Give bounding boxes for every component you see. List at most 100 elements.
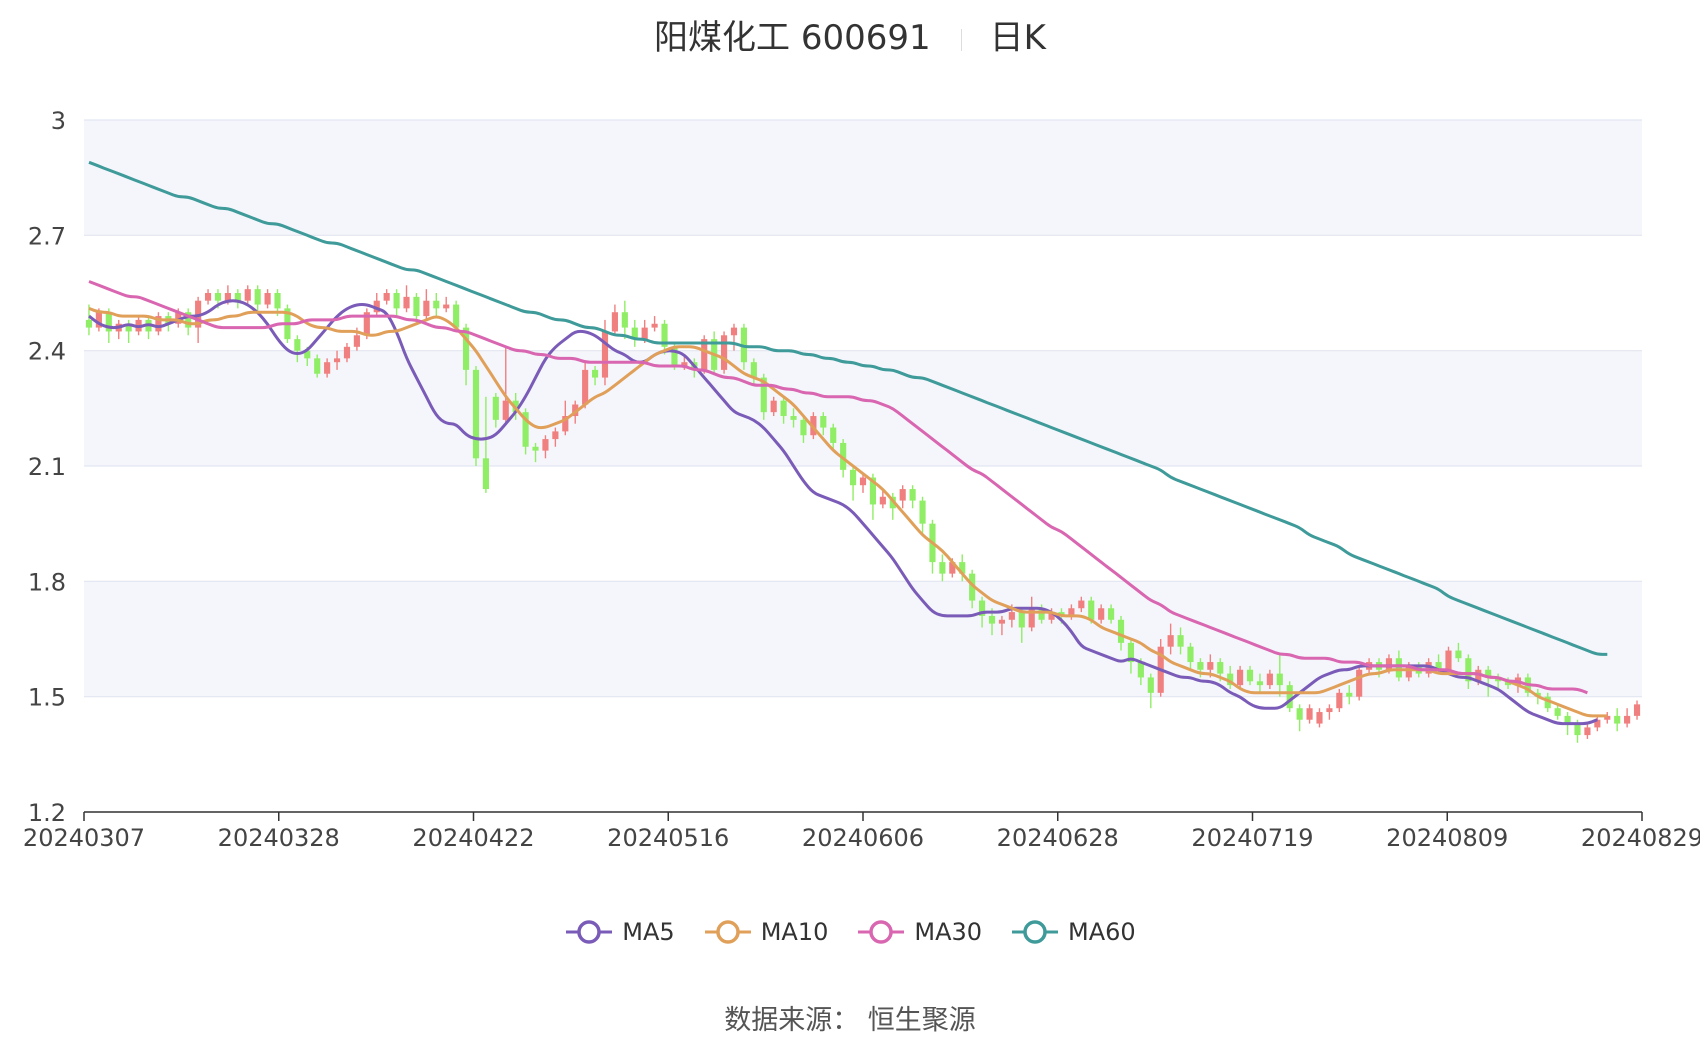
legend-marker-icon bbox=[1012, 920, 1059, 944]
candle-body bbox=[919, 500, 926, 524]
candle-body bbox=[1574, 723, 1581, 736]
candle-body bbox=[1405, 665, 1412, 678]
legend-marker-icon bbox=[566, 920, 613, 944]
candle-body bbox=[562, 416, 569, 432]
legend-item-ma5[interactable]: MA5 bbox=[564, 918, 675, 946]
candle-body bbox=[1127, 642, 1135, 663]
candle-body bbox=[532, 446, 539, 451]
candle-body bbox=[979, 600, 986, 616]
candle-body bbox=[244, 289, 251, 301]
x-tick-label: 20240829 bbox=[1581, 824, 1700, 852]
legend-label: MA5 bbox=[622, 918, 675, 946]
candle-body bbox=[95, 312, 102, 328]
candle-body bbox=[988, 615, 996, 624]
candle-body bbox=[403, 296, 410, 309]
x-tick-label: 20240809 bbox=[1386, 824, 1508, 852]
candle-body bbox=[840, 442, 847, 470]
legend-item-ma60[interactable]: MA60 bbox=[1010, 918, 1136, 946]
candle-body bbox=[1316, 712, 1323, 724]
y-tick-label: 2.7 bbox=[28, 222, 66, 250]
candle-body bbox=[1455, 650, 1462, 659]
candle-body bbox=[1197, 662, 1204, 670]
candle-body bbox=[1306, 708, 1313, 720]
y-tick-label: 2.1 bbox=[28, 453, 66, 481]
candle-body bbox=[681, 362, 688, 367]
x-tick-label: 20240516 bbox=[607, 824, 729, 852]
candle-body bbox=[1624, 715, 1631, 724]
candle-body bbox=[820, 416, 827, 428]
x-tick-label: 20240628 bbox=[997, 824, 1119, 852]
grid-band bbox=[84, 350, 1642, 466]
grid-band bbox=[84, 120, 1642, 236]
candle-body bbox=[720, 335, 728, 370]
candle-body bbox=[304, 350, 311, 359]
series-line-ma30 bbox=[88, 280, 1588, 695]
candle-body bbox=[1018, 612, 1025, 628]
candle-body bbox=[1356, 669, 1363, 697]
candle-body bbox=[1108, 608, 1115, 620]
x-tick-label: 20240606 bbox=[802, 824, 924, 852]
legend-label: MA60 bbox=[1068, 918, 1136, 946]
candle-body bbox=[1445, 650, 1452, 670]
candle-body bbox=[433, 300, 440, 309]
candle-body bbox=[254, 289, 261, 305]
candle-body bbox=[1286, 685, 1293, 709]
candle-body bbox=[1088, 600, 1095, 620]
candle-body bbox=[314, 358, 321, 374]
x-tick-label: 20240328 bbox=[218, 824, 340, 852]
candle-body bbox=[899, 489, 906, 501]
candle-body bbox=[224, 293, 231, 301]
candle-body bbox=[552, 431, 559, 440]
candlestick-chart: 1.2 1.5 1.8 2.1 2.4 2.7 3 20240307 20240328 20240… bbox=[23, 107, 1700, 852]
candle-body bbox=[85, 319, 93, 328]
candle-body bbox=[770, 400, 777, 413]
candle-body bbox=[760, 377, 767, 413]
candle-body bbox=[850, 469, 857, 486]
candle-body bbox=[482, 458, 489, 490]
candle-body bbox=[1227, 673, 1234, 686]
candle-body bbox=[1544, 696, 1551, 709]
legend-item-ma10[interactable]: MA10 bbox=[703, 918, 829, 946]
candle-body bbox=[105, 312, 112, 332]
candle-body bbox=[859, 477, 867, 486]
candle-body bbox=[1028, 608, 1035, 628]
x-tick-label: 20240422 bbox=[412, 824, 534, 852]
candle-body bbox=[1137, 662, 1144, 678]
candle-body bbox=[730, 327, 738, 336]
legend-item-ma30[interactable]: MA30 bbox=[856, 918, 982, 946]
candle-body bbox=[462, 327, 470, 370]
candle-body bbox=[1614, 715, 1621, 724]
candle-body bbox=[185, 312, 192, 328]
candle-body bbox=[393, 293, 400, 309]
candle-body bbox=[1038, 608, 1045, 620]
candle-body bbox=[423, 300, 430, 317]
legend-label: MA30 bbox=[914, 918, 983, 946]
chart-legend: MA5 MA10 MA30 MA60 bbox=[0, 918, 1700, 952]
candle-body bbox=[1554, 708, 1561, 716]
candle-body bbox=[1207, 662, 1214, 670]
candle-body bbox=[472, 369, 480, 459]
candle-body bbox=[453, 304, 460, 328]
x-tick-label: 20240719 bbox=[1191, 824, 1313, 852]
candle-body bbox=[155, 316, 162, 332]
candle-body bbox=[1117, 619, 1125, 643]
candle-body bbox=[1485, 669, 1492, 678]
candle-body bbox=[1187, 646, 1194, 663]
candle-body bbox=[363, 312, 370, 336]
title-separator bbox=[960, 28, 962, 51]
candle-body bbox=[631, 327, 638, 340]
data-source-name: 恒生聚源 bbox=[867, 1005, 976, 1036]
candle-body bbox=[1068, 608, 1075, 616]
candle-body bbox=[1504, 681, 1512, 686]
candle-body bbox=[383, 293, 390, 301]
candle-body bbox=[1336, 692, 1343, 709]
candle-body bbox=[582, 369, 589, 405]
candle-body bbox=[1008, 612, 1015, 620]
legend-label: MA10 bbox=[760, 918, 829, 946]
candle-body bbox=[373, 300, 380, 313]
candle-body bbox=[1048, 612, 1055, 620]
candle-body bbox=[1326, 708, 1333, 713]
candle-body bbox=[343, 346, 351, 359]
candle-body bbox=[234, 293, 241, 301]
candle-body bbox=[869, 477, 876, 505]
